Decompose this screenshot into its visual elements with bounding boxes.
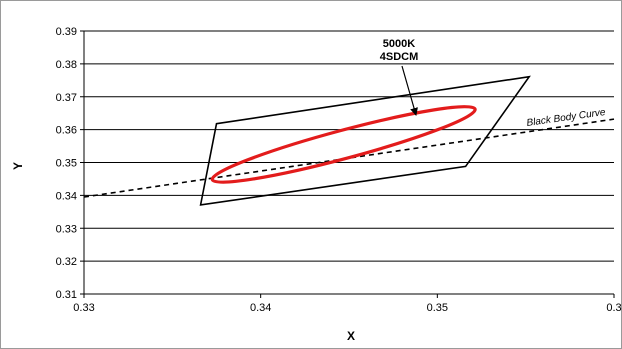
y-tick-label-6: 0.37	[56, 92, 77, 104]
y-tick-label-3: 0.34	[56, 190, 77, 202]
y-tick-label-5: 0.36	[56, 125, 77, 137]
series-layer	[83, 75, 615, 206]
annotation-arrow	[401, 65, 418, 116]
x-tick-label-1: 0.34	[250, 302, 271, 314]
tolerance-quadrangle	[199, 75, 531, 206]
y-tick-label-1: 0.32	[56, 256, 77, 268]
y-tick-label-0: 0.31	[56, 289, 77, 301]
x-tick-label-3: 0.3	[606, 302, 621, 314]
y-tick-label-8: 0.39	[56, 26, 77, 38]
y-tick-label-4: 0.35	[56, 158, 77, 170]
gridlines	[84, 30, 614, 295]
y-tick-label-7: 0.38	[56, 59, 77, 71]
y-axis-title: Y	[11, 162, 25, 170]
axes	[80, 30, 615, 298]
y-tick-label-2: 0.33	[56, 223, 77, 235]
x-tick-label-2: 0.35	[427, 302, 448, 314]
x-tick-labels: 0.33 0.34 0.35 0.3	[73, 302, 621, 314]
x-tick-label-0: 0.33	[73, 302, 94, 314]
x-axis-title: X	[347, 329, 355, 343]
annotation-line-1: 5000K	[383, 38, 415, 50]
annotation-line-2: 4SDCM	[380, 51, 419, 63]
macadam-ellipse	[210, 105, 477, 184]
y-tick-labels: 0.31 0.32 0.33 0.34 0.35 0.36 0.37 0.38 0.39	[56, 26, 77, 301]
